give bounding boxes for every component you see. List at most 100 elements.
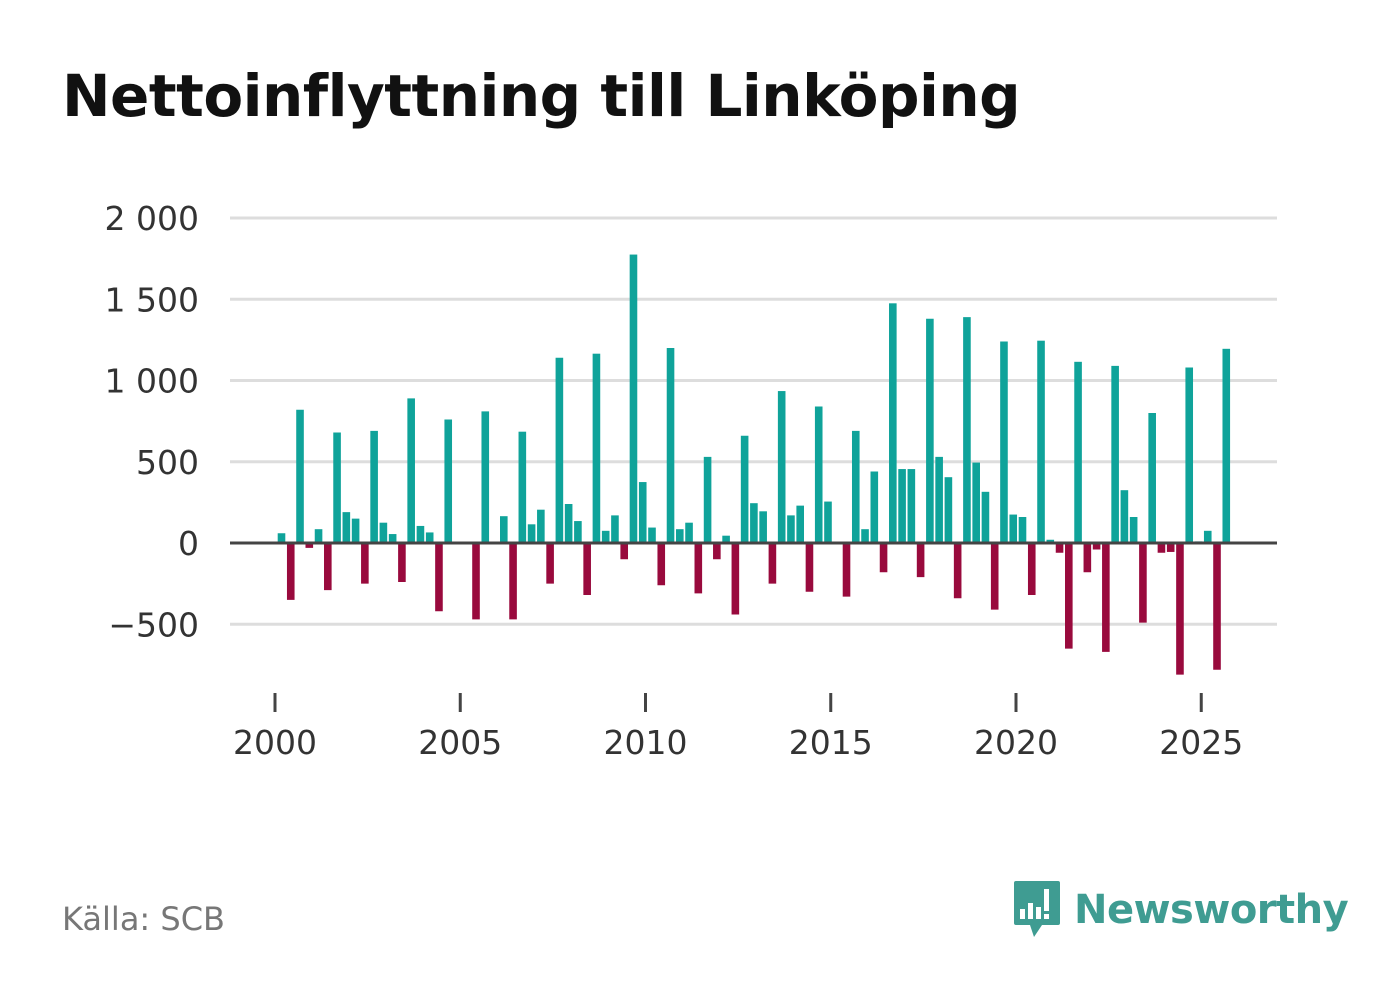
bar <box>1213 543 1221 670</box>
bar <box>564 504 573 543</box>
x-tick-label: 2015 <box>789 723 873 762</box>
bar <box>1065 543 1073 649</box>
bar <box>1185 367 1194 543</box>
bar <box>472 543 480 620</box>
bar <box>481 411 490 544</box>
bar <box>601 530 610 543</box>
bar <box>889 303 897 543</box>
bar <box>1102 543 1110 652</box>
bar <box>675 529 684 543</box>
bar <box>814 406 823 543</box>
bar <box>314 529 323 543</box>
bar <box>1092 543 1101 550</box>
bar <box>527 524 536 543</box>
bar <box>1037 340 1045 543</box>
bar <box>351 518 360 544</box>
bar <box>657 543 666 586</box>
bar <box>981 491 990 543</box>
bar <box>425 532 434 543</box>
bar <box>1111 365 1119 544</box>
bar <box>435 543 443 612</box>
bar <box>750 503 758 543</box>
bar <box>898 469 906 543</box>
bar <box>407 398 415 544</box>
brand-logo[interactable]: Newsworthy <box>1012 878 1349 942</box>
x-tick-label: 2010 <box>604 723 688 762</box>
bar <box>379 522 388 543</box>
bar <box>286 543 295 600</box>
bar <box>768 543 777 584</box>
bar <box>916 543 925 578</box>
bar <box>777 391 786 543</box>
bar <box>1176 543 1184 675</box>
y-axis-labels: −500 0 500 1 000 1 500 2 000 <box>105 199 199 644</box>
bar <box>1027 543 1036 595</box>
source-note: Källa: SCB <box>62 900 225 938</box>
bar <box>546 543 554 584</box>
newsworthy-logo-icon <box>1014 881 1060 937</box>
bar <box>1046 539 1055 543</box>
bar <box>694 543 703 594</box>
bar <box>537 509 545 543</box>
bar <box>518 431 527 543</box>
bar <box>703 456 712 544</box>
bar <box>1129 517 1138 543</box>
bar <box>935 456 943 544</box>
bar <box>759 511 767 543</box>
bar <box>1203 530 1212 543</box>
bar <box>796 505 804 544</box>
bar <box>361 543 369 584</box>
bar <box>1222 348 1231 543</box>
y-tick-label: 2 000 <box>105 199 199 238</box>
bar <box>1074 361 1082 543</box>
bar <box>824 501 832 543</box>
bar <box>620 543 629 560</box>
brand-name: Newsworthy <box>1074 887 1349 933</box>
y-tick-label: 1 000 <box>105 362 199 401</box>
bar <box>740 435 749 543</box>
bars <box>277 254 1231 675</box>
bar <box>611 515 619 544</box>
bar <box>333 432 341 543</box>
bar <box>1148 413 1156 543</box>
bar <box>944 477 953 543</box>
x-tick-label: 2005 <box>418 723 502 762</box>
bar <box>805 543 814 592</box>
chart-title: Nettoinflyttning till Linköping <box>62 62 1021 130</box>
y-tick-label: −500 <box>108 605 199 644</box>
bar <box>305 543 314 548</box>
bar <box>1055 543 1064 553</box>
x-tick-label: 2025 <box>1159 723 1243 762</box>
y-tick-label: 1 500 <box>105 280 199 319</box>
bar <box>1139 543 1147 623</box>
bar <box>713 543 721 560</box>
bar <box>731 543 740 615</box>
bar <box>342 512 351 544</box>
bar <box>666 348 675 543</box>
x-axis: 2000 2005 2010 2015 2020 2025 <box>233 693 1243 762</box>
gridlines <box>230 216 1277 626</box>
bar <box>972 462 980 543</box>
y-tick-label: 500 <box>136 443 199 482</box>
bar <box>963 317 971 544</box>
bar <box>722 535 730 543</box>
bar <box>277 533 286 543</box>
bar <box>1018 517 1027 543</box>
bar <box>648 527 656 543</box>
bar <box>842 543 851 597</box>
bar <box>398 543 406 582</box>
x-tick-label: 2000 <box>233 723 317 762</box>
y-tick-label: 0 <box>178 524 199 563</box>
bar <box>509 543 517 620</box>
bar <box>861 529 869 543</box>
bar <box>638 482 647 543</box>
bar <box>324 543 332 591</box>
bar <box>444 419 453 543</box>
bar <box>592 353 601 543</box>
bar <box>1009 514 1018 543</box>
bar <box>851 430 860 544</box>
bar <box>879 543 888 573</box>
bar <box>1000 341 1008 543</box>
bar <box>388 534 397 543</box>
